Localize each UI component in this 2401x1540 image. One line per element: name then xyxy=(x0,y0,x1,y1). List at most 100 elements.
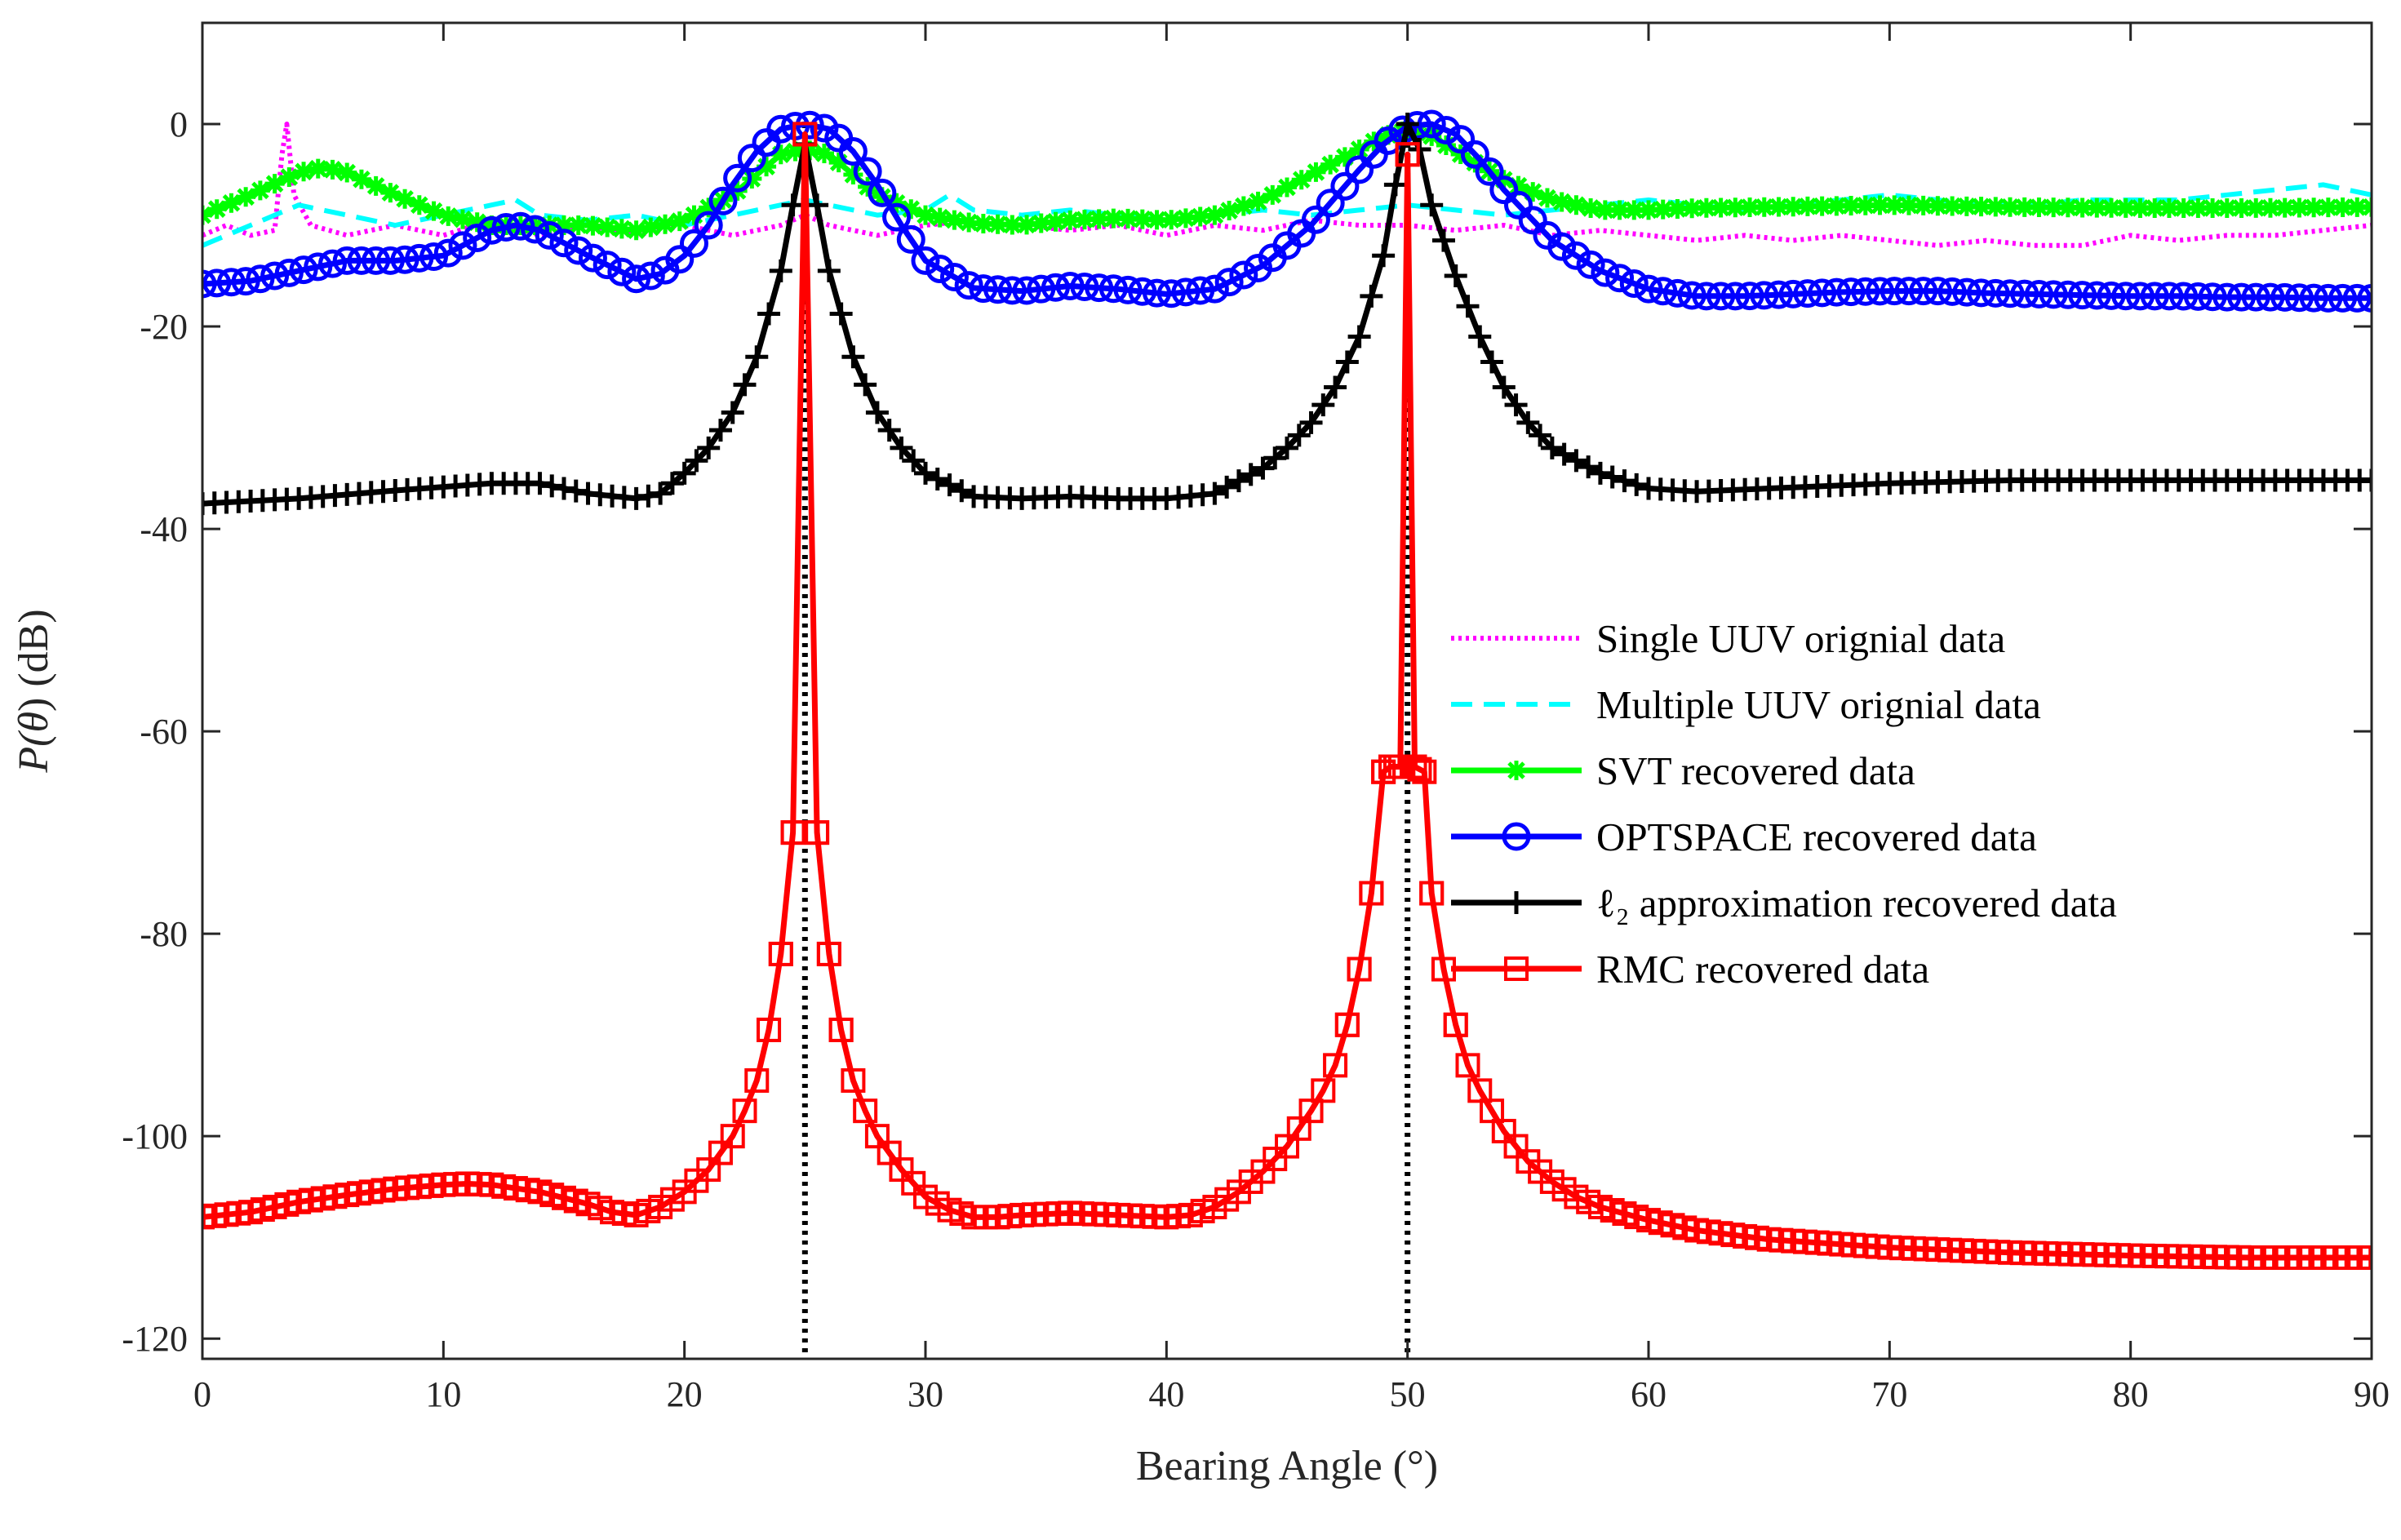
series-marker xyxy=(817,259,841,282)
series-marker xyxy=(2342,283,2372,313)
series-marker xyxy=(1396,113,1419,136)
series-marker xyxy=(1214,268,1244,297)
series-marker xyxy=(362,246,391,275)
series-marker xyxy=(1276,436,1298,459)
series-marker xyxy=(1880,277,1909,306)
series-marker xyxy=(1444,264,1467,288)
series-marker xyxy=(1740,197,1760,218)
series-marker xyxy=(2198,282,2227,312)
series-marker xyxy=(2000,197,2020,217)
legend-label: Single UUV orignial data xyxy=(1596,616,2006,661)
series-marker xyxy=(2212,282,2242,312)
series-marker xyxy=(1986,197,2006,217)
series-marker xyxy=(1577,455,1600,479)
x-tick-label: 60 xyxy=(1631,1374,1666,1414)
series-marker xyxy=(636,261,665,291)
series-4 xyxy=(202,113,2372,516)
series-marker xyxy=(1347,956,1372,982)
series-marker xyxy=(2159,197,2179,218)
series-marker xyxy=(925,467,949,490)
series-marker xyxy=(1055,271,1085,300)
series-marker xyxy=(1492,375,1516,399)
series-marker xyxy=(1967,278,1996,308)
series-marker xyxy=(694,211,723,240)
series-marker xyxy=(843,165,863,185)
series-marker xyxy=(549,229,579,258)
series-marker xyxy=(2130,197,2150,218)
series-marker xyxy=(954,271,983,300)
series-marker xyxy=(1311,1078,1336,1103)
series-marker xyxy=(202,1205,215,1230)
legend-label: Multiple UUV orignial data xyxy=(1596,682,2041,727)
series-marker xyxy=(983,275,1013,304)
series-marker xyxy=(890,436,913,459)
series-marker xyxy=(1493,170,1514,190)
series-marker xyxy=(2029,197,2049,218)
series-marker xyxy=(1371,759,1396,784)
series-marker xyxy=(482,215,502,236)
series-marker xyxy=(1609,200,1630,220)
series-marker xyxy=(2145,197,2165,218)
series-marker xyxy=(1909,277,1938,306)
series-0 xyxy=(202,122,2372,248)
series-marker xyxy=(535,220,564,250)
series-marker xyxy=(1041,273,1070,302)
series-marker xyxy=(744,1067,770,1093)
series-marker xyxy=(1277,177,1297,197)
series-marker xyxy=(641,217,661,237)
series-marker xyxy=(463,224,492,253)
series-marker xyxy=(1808,278,1837,308)
series-marker xyxy=(1894,277,1924,306)
series-marker xyxy=(742,168,762,189)
series-marker xyxy=(2097,281,2126,310)
series-marker xyxy=(1118,208,1138,229)
series-marker xyxy=(216,268,246,297)
x-tick-label: 70 xyxy=(1871,1374,1907,1414)
x-tick-label: 30 xyxy=(908,1374,943,1414)
y-tick-label: 0 xyxy=(170,104,188,144)
series-marker xyxy=(938,473,961,497)
series-marker xyxy=(1692,282,1721,311)
series-marker xyxy=(2217,197,2237,218)
series-marker xyxy=(2299,283,2328,313)
series-marker xyxy=(308,158,328,179)
series-marker xyxy=(317,249,347,278)
series-marker xyxy=(828,1017,854,1042)
series-marker xyxy=(2328,283,2358,313)
series-marker xyxy=(2169,282,2199,311)
series-marker xyxy=(294,162,314,182)
series-marker xyxy=(1706,282,1736,311)
series-marker xyxy=(1200,274,1229,304)
y-axis-label: P(θ) (dB) xyxy=(11,609,57,773)
series-marker xyxy=(1540,436,1564,459)
series-marker xyxy=(1504,393,1528,417)
y-axis-label-theta: θ xyxy=(11,712,57,733)
x-axis-label: Bearing Angle (°) xyxy=(1136,1443,1438,1489)
series-marker xyxy=(1595,200,1615,220)
series-marker xyxy=(1634,274,1663,304)
series-marker xyxy=(2014,197,2035,217)
series-marker xyxy=(1349,140,1369,160)
series-marker xyxy=(2304,197,2324,218)
series-marker xyxy=(1750,281,1779,310)
series-marker xyxy=(1952,277,1982,307)
series-marker xyxy=(433,238,463,268)
series-marker xyxy=(1017,215,1037,235)
y-tick-label: -20 xyxy=(140,307,188,347)
series-marker xyxy=(626,220,646,241)
series-marker xyxy=(2010,279,2039,308)
x-tick-label: 10 xyxy=(425,1374,461,1414)
series-marker xyxy=(1387,754,1413,779)
series-marker xyxy=(1301,205,1330,234)
series-marker xyxy=(366,175,386,196)
series-marker xyxy=(477,215,506,245)
series-marker xyxy=(1239,463,1263,486)
series-marker xyxy=(1263,184,1283,205)
series-marker xyxy=(564,479,588,503)
series-marker xyxy=(950,479,974,503)
series-marker xyxy=(206,199,227,220)
series-marker xyxy=(655,214,676,234)
series-marker xyxy=(231,267,260,296)
series-marker xyxy=(1407,757,1432,782)
series-marker xyxy=(829,302,853,326)
